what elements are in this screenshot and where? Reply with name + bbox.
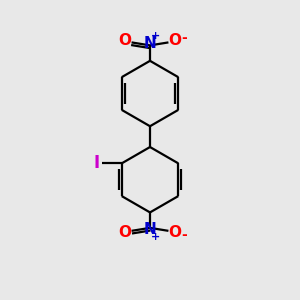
Text: -: -: [181, 228, 187, 242]
Text: O: O: [118, 225, 131, 240]
Text: O: O: [118, 33, 131, 48]
Text: +: +: [151, 232, 160, 242]
Text: +: +: [151, 32, 160, 41]
Text: O: O: [169, 225, 182, 240]
Text: I: I: [94, 154, 100, 172]
Text: -: -: [181, 31, 187, 45]
Text: O: O: [169, 33, 182, 48]
Text: N: N: [144, 36, 156, 51]
Text: N: N: [144, 222, 156, 237]
